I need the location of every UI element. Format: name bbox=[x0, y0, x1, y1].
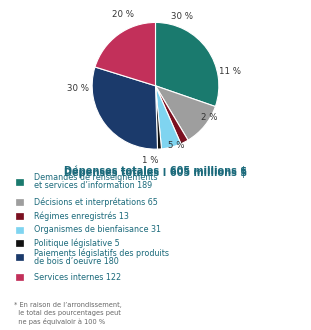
Text: 20 %: 20 % bbox=[112, 10, 133, 19]
Wedge shape bbox=[92, 67, 157, 149]
Text: 30 %: 30 % bbox=[67, 84, 89, 93]
Text: de bois d’oeuvre 180: de bois d’oeuvre 180 bbox=[34, 256, 119, 266]
Text: Dépenses totales : 605 millions $: Dépenses totales : 605 millions $ bbox=[63, 167, 247, 178]
Text: 30 %: 30 % bbox=[171, 12, 193, 20]
Wedge shape bbox=[95, 22, 156, 86]
Text: 2 %: 2 % bbox=[201, 113, 218, 122]
Text: Politique législative 5: Politique législative 5 bbox=[34, 238, 120, 248]
Text: Régimes enregistrés 13: Régimes enregistrés 13 bbox=[34, 211, 129, 221]
Wedge shape bbox=[156, 86, 216, 140]
Text: et services d’information 189: et services d’information 189 bbox=[34, 182, 152, 190]
Wedge shape bbox=[156, 86, 181, 149]
Text: 5 %: 5 % bbox=[168, 142, 184, 150]
Text: Organismes de bienfaisance 31: Organismes de bienfaisance 31 bbox=[34, 225, 161, 235]
Wedge shape bbox=[156, 86, 188, 144]
Wedge shape bbox=[156, 22, 219, 107]
Text: Paiements législatifs des produits: Paiements législatifs des produits bbox=[34, 248, 169, 258]
Text: Décisions et interprétations 65: Décisions et interprétations 65 bbox=[34, 197, 158, 207]
Text: Services internes 122: Services internes 122 bbox=[34, 273, 121, 281]
Text: 1 %: 1 % bbox=[142, 156, 159, 165]
Text: 11 %: 11 % bbox=[219, 67, 241, 76]
Wedge shape bbox=[156, 86, 161, 149]
Text: * En raison de l’arrondissement,
  le total des pourcentages peut
  ne pas équiv: * En raison de l’arrondissement, le tota… bbox=[14, 302, 122, 325]
Text: Dépenses totales : 605 millions $: Dépenses totales : 605 millions $ bbox=[64, 166, 247, 177]
Text: Demandes de renseignements: Demandes de renseignements bbox=[34, 174, 157, 182]
